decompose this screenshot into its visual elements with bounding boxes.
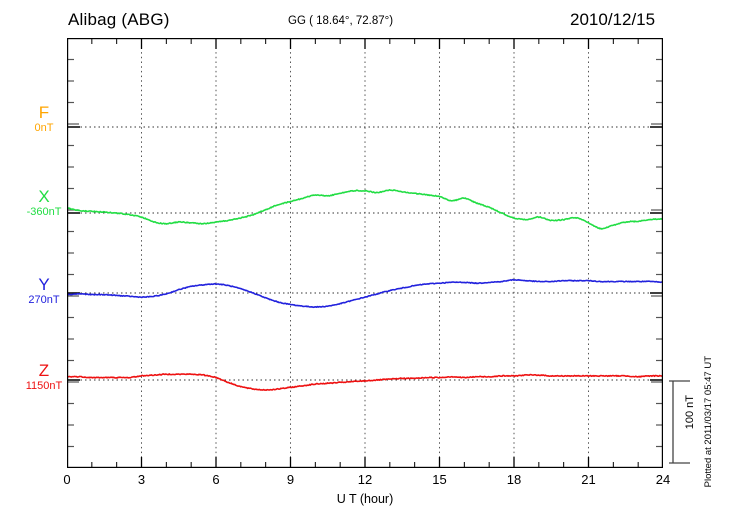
data-traces-layer <box>67 188 663 391</box>
trace-y <box>67 278 663 309</box>
observation-date: 2010/12/15 <box>570 10 656 29</box>
component-letter-y: Y <box>38 275 50 294</box>
plotted-at-timestamp: Plotted at 2011/03/17 05:47 UT <box>703 356 714 488</box>
component-label-z: Z 1150nT <box>16 362 72 392</box>
component-letter-x: X <box>38 187 50 206</box>
trace-z <box>67 373 663 391</box>
component-baseline-y: 270nT <box>28 293 60 306</box>
plot-canvas <box>67 38 663 468</box>
x-tick-label: 18 <box>506 472 522 487</box>
scale-bar <box>669 380 690 464</box>
x-axis-title: U T (hour) <box>336 492 394 506</box>
component-baseline-z: 1150nT <box>25 379 63 392</box>
x-tick-label: 9 <box>286 472 295 487</box>
trace-x <box>67 188 663 230</box>
x-tick-label: 6 <box>212 472 220 487</box>
x-axis-tick-labels: 0 3 6 9 12 15 18 21 24 <box>63 472 670 492</box>
component-baseline-x: -360nT <box>26 205 62 218</box>
x-tick-label: 15 <box>432 472 447 487</box>
geographic-coordinates: GG ( 18.64°, 72.87°) <box>288 15 394 27</box>
axis-ticks-layer <box>67 38 663 468</box>
x-tick-label: 12 <box>357 472 373 487</box>
x-tick-label: 21 <box>581 472 596 487</box>
component-label-f: F 0nT <box>22 104 66 134</box>
component-letter-f: F <box>38 103 50 122</box>
component-label-y: Y 270nT <box>16 276 72 306</box>
component-label-x: X -360nT <box>14 188 74 218</box>
component-baseline-f: 0nT <box>34 121 54 134</box>
component-letter-z: Z <box>38 361 50 380</box>
x-tick-label: 3 <box>137 472 146 487</box>
scale-bar-label: 100 nT <box>684 395 696 430</box>
x-tick-label: 24 <box>655 472 671 487</box>
x-tick-label: 0 <box>63 472 71 487</box>
station-title: Alibag (ABG) <box>68 10 170 29</box>
magnetogram-plot <box>67 38 663 468</box>
plot-frame-border <box>67 38 663 468</box>
grid-layer <box>67 38 663 468</box>
